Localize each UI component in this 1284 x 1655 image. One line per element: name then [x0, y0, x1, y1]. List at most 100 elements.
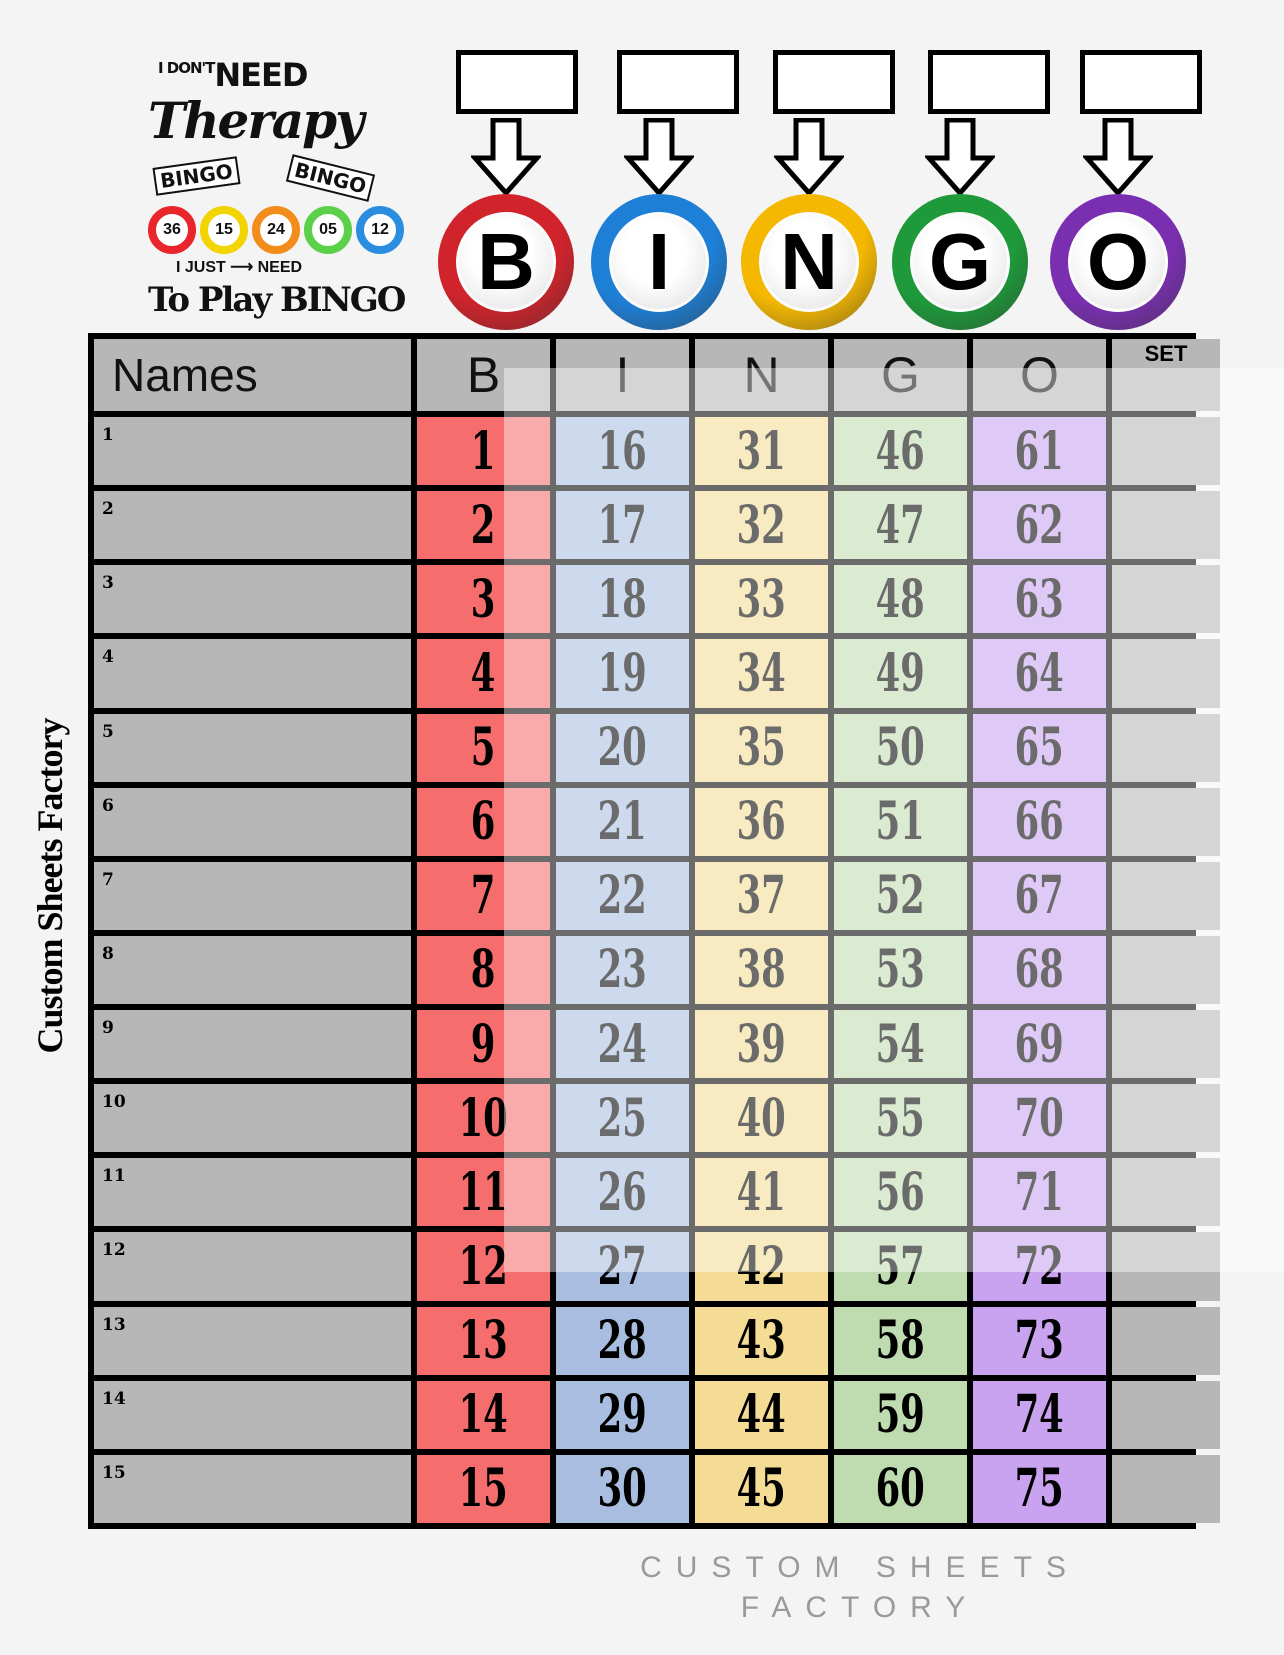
number-cell-i[interactable]: 19: [556, 639, 689, 708]
number-cell-g[interactable]: 53: [834, 935, 967, 1005]
name-cell[interactable]: 1: [94, 417, 411, 486]
number-cell-g[interactable]: 51: [834, 787, 967, 856]
number-cell-b[interactable]: 14: [417, 1380, 550, 1449]
number-cell-b[interactable]: 8: [417, 935, 550, 1005]
number-cell-g[interactable]: 47: [834, 491, 967, 560]
number-cell-n[interactable]: 40: [695, 1084, 828, 1153]
number-cell-b[interactable]: 9: [417, 1010, 550, 1079]
name-cell[interactable]: 11: [94, 1158, 411, 1227]
called-number-box-b[interactable]: [456, 50, 578, 114]
number-cell-b[interactable]: 11: [417, 1158, 550, 1227]
number-cell-g[interactable]: 46: [834, 417, 967, 486]
number-cell-b[interactable]: 15: [417, 1454, 550, 1523]
name-cell[interactable]: 8: [94, 935, 411, 1005]
set-cell[interactable]: [1112, 417, 1220, 486]
number-cell-i[interactable]: 26: [556, 1158, 689, 1227]
set-cell[interactable]: [1112, 1084, 1220, 1153]
number-cell-g[interactable]: 54: [834, 1010, 967, 1079]
number-cell-g[interactable]: 49: [834, 639, 967, 708]
called-number-box-n[interactable]: [773, 50, 895, 114]
name-cell[interactable]: 13: [94, 1306, 411, 1375]
number-cell-o[interactable]: 73: [973, 1306, 1106, 1375]
called-number-box-i[interactable]: [617, 50, 739, 114]
set-cell[interactable]: [1112, 935, 1220, 1005]
number-cell-g[interactable]: 57: [834, 1232, 967, 1301]
number-cell-i[interactable]: 24: [556, 1010, 689, 1079]
number-cell-n[interactable]: 42: [695, 1232, 828, 1301]
number-cell-n[interactable]: 43: [695, 1306, 828, 1375]
number-cell-g[interactable]: 58: [834, 1306, 967, 1375]
name-cell[interactable]: 12: [94, 1232, 411, 1301]
number-cell-i[interactable]: 21: [556, 787, 689, 856]
number-cell-n[interactable]: 36: [695, 787, 828, 856]
name-cell[interactable]: 5: [94, 713, 411, 782]
number-cell-o[interactable]: 67: [973, 861, 1106, 930]
number-cell-g[interactable]: 60: [834, 1454, 967, 1523]
set-cell[interactable]: [1112, 861, 1220, 930]
number-cell-n[interactable]: 38: [695, 935, 828, 1005]
number-cell-o[interactable]: 70: [973, 1084, 1106, 1153]
number-cell-o[interactable]: 61: [973, 417, 1106, 486]
number-cell-i[interactable]: 23: [556, 935, 689, 1005]
number-cell-i[interactable]: 25: [556, 1084, 689, 1153]
name-cell[interactable]: 4: [94, 639, 411, 708]
number-cell-o[interactable]: 71: [973, 1158, 1106, 1227]
name-cell[interactable]: 14: [94, 1380, 411, 1449]
number-cell-n[interactable]: 41: [695, 1158, 828, 1227]
number-cell-o[interactable]: 66: [973, 787, 1106, 856]
number-cell-i[interactable]: 17: [556, 491, 689, 560]
number-cell-b[interactable]: 3: [417, 565, 550, 634]
set-cell[interactable]: [1112, 1158, 1220, 1227]
number-cell-o[interactable]: 65: [973, 713, 1106, 782]
number-cell-i[interactable]: 27: [556, 1232, 689, 1301]
number-cell-b[interactable]: 1: [417, 417, 550, 486]
number-cell-i[interactable]: 29: [556, 1380, 689, 1449]
number-cell-o[interactable]: 72: [973, 1232, 1106, 1301]
name-cell[interactable]: 6: [94, 787, 411, 856]
number-cell-g[interactable]: 59: [834, 1380, 967, 1449]
number-cell-b[interactable]: 10: [417, 1084, 550, 1153]
number-cell-b[interactable]: 13: [417, 1306, 550, 1375]
set-cell[interactable]: [1112, 639, 1220, 708]
number-cell-i[interactable]: 20: [556, 713, 689, 782]
number-cell-n[interactable]: 33: [695, 565, 828, 634]
set-cell[interactable]: [1112, 1454, 1220, 1523]
set-cell[interactable]: [1112, 491, 1220, 560]
number-cell-b[interactable]: 7: [417, 861, 550, 930]
number-cell-b[interactable]: 5: [417, 713, 550, 782]
number-cell-i[interactable]: 30: [556, 1454, 689, 1523]
set-cell[interactable]: [1112, 1380, 1220, 1449]
number-cell-o[interactable]: 69: [973, 1010, 1106, 1079]
name-cell[interactable]: 10: [94, 1084, 411, 1153]
number-cell-o[interactable]: 68: [973, 935, 1106, 1005]
number-cell-i[interactable]: 18: [556, 565, 689, 634]
number-cell-o[interactable]: 74: [973, 1380, 1106, 1449]
set-cell[interactable]: [1112, 1306, 1220, 1375]
number-cell-n[interactable]: 35: [695, 713, 828, 782]
name-cell[interactable]: 2: [94, 491, 411, 560]
called-number-box-g[interactable]: [928, 50, 1050, 114]
number-cell-n[interactable]: 44: [695, 1380, 828, 1449]
set-cell[interactable]: [1112, 1232, 1220, 1301]
number-cell-n[interactable]: 37: [695, 861, 828, 930]
number-cell-b[interactable]: 12: [417, 1232, 550, 1301]
name-cell[interactable]: 7: [94, 861, 411, 930]
number-cell-g[interactable]: 55: [834, 1084, 967, 1153]
number-cell-n[interactable]: 34: [695, 639, 828, 708]
number-cell-o[interactable]: 64: [973, 639, 1106, 708]
number-cell-g[interactable]: 48: [834, 565, 967, 634]
number-cell-n[interactable]: 31: [695, 417, 828, 486]
number-cell-i[interactable]: 16: [556, 417, 689, 486]
number-cell-g[interactable]: 50: [834, 713, 967, 782]
name-cell[interactable]: 15: [94, 1454, 411, 1523]
set-cell[interactable]: [1112, 565, 1220, 634]
number-cell-g[interactable]: 52: [834, 861, 967, 930]
number-cell-i[interactable]: 28: [556, 1306, 689, 1375]
number-cell-b[interactable]: 2: [417, 491, 550, 560]
set-cell[interactable]: [1112, 713, 1220, 782]
called-number-box-o[interactable]: [1080, 50, 1202, 114]
name-cell[interactable]: 9: [94, 1010, 411, 1079]
number-cell-n[interactable]: 45: [695, 1454, 828, 1523]
number-cell-i[interactable]: 22: [556, 861, 689, 930]
name-cell[interactable]: 3: [94, 565, 411, 634]
